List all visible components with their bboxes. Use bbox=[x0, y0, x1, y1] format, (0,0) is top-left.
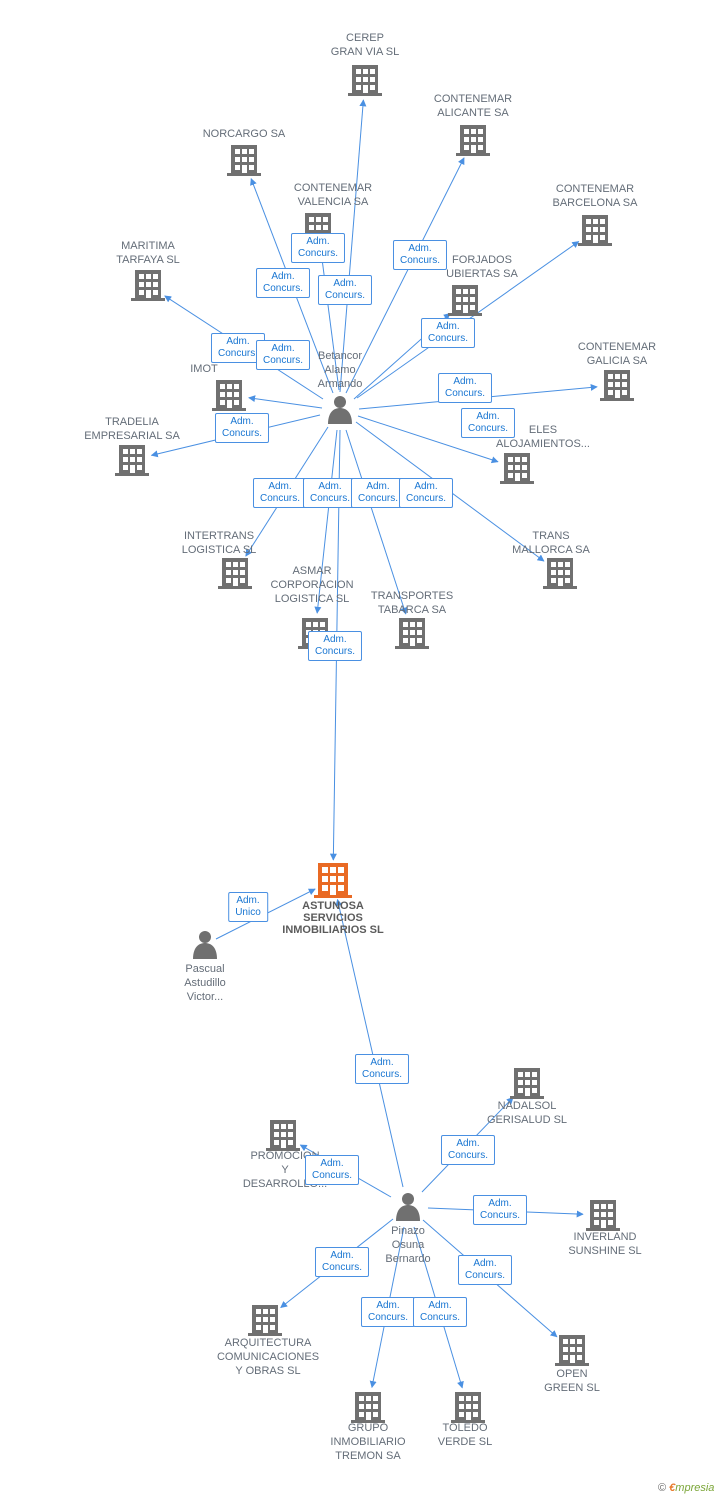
edge-badge: Adm. Concurs. bbox=[458, 1255, 512, 1285]
company-label: CONTENEMAR BARCELONA SA bbox=[553, 183, 638, 211]
company-icon[interactable] bbox=[131, 270, 165, 301]
company-icon[interactable] bbox=[248, 1305, 282, 1336]
company-label: GRUPO INMOBILIARIO TREMON SA bbox=[330, 1422, 405, 1463]
center-company-label: ASTUNOSA SERVICIOS INMOBILIARIOS SL bbox=[282, 900, 383, 936]
edge-badge: Adm. Concurs. bbox=[393, 240, 447, 270]
person-icon[interactable] bbox=[193, 931, 217, 959]
company-label: CONTENEMAR ALICANTE SA bbox=[434, 93, 512, 121]
company-label: TOLEDO VERDE SL bbox=[438, 1422, 492, 1450]
edge-badge: Adm. Concurs. bbox=[253, 478, 307, 508]
company-label: TRANS MALLORCA SA bbox=[512, 530, 590, 558]
edge-badge: Adm. Concurs. bbox=[355, 1054, 409, 1084]
company-icon[interactable] bbox=[448, 285, 482, 316]
edge-badge: Adm. Concurs. bbox=[256, 340, 310, 370]
edge-badge: Adm. Concurs. bbox=[361, 1297, 415, 1327]
edge-badge: Adm. Concurs. bbox=[256, 268, 310, 298]
person-label: Pinazo Osuna Bernardo bbox=[385, 1225, 430, 1266]
brand-rest: mpresia bbox=[675, 1482, 714, 1494]
company-icon[interactable] bbox=[218, 558, 252, 589]
company-label: NORCARGO SA bbox=[203, 128, 286, 142]
company-icon[interactable] bbox=[266, 1120, 300, 1151]
edge-badge: Adm. Unico bbox=[228, 892, 268, 922]
company-icon[interactable] bbox=[348, 65, 382, 96]
edge-badge: Adm. Concurs. bbox=[441, 1135, 495, 1165]
company-icon[interactable] bbox=[395, 618, 429, 649]
edge-badge: Adm. Concurs. bbox=[318, 275, 372, 305]
edge-badge: Adm. Concurs. bbox=[315, 1247, 369, 1277]
edge bbox=[346, 430, 406, 614]
edge-badge: Adm. Concurs. bbox=[215, 413, 269, 443]
edge-badge: Adm. Concurs. bbox=[303, 478, 357, 508]
company-icon[interactable] bbox=[578, 215, 612, 246]
company-icon[interactable] bbox=[451, 1392, 485, 1423]
company-label: INTERTRANS LOGISTICA SL bbox=[182, 530, 257, 558]
company-label: OPEN GREEN SL bbox=[544, 1368, 600, 1396]
edge bbox=[337, 899, 403, 1187]
company-icon[interactable] bbox=[351, 1392, 385, 1423]
company-icon[interactable] bbox=[212, 380, 246, 411]
company-icon[interactable] bbox=[115, 445, 149, 476]
edge-badge: Adm. Concurs. bbox=[291, 233, 345, 263]
company-icon[interactable] bbox=[600, 370, 634, 401]
edge-badge: Adm. Concurs. bbox=[438, 373, 492, 403]
company-label: ARQUITECTURA COMUNICACIONES Y OBRAS SL bbox=[217, 1337, 319, 1378]
edge-badge: Adm. Concurs. bbox=[351, 478, 405, 508]
person-label: Pascual Astudillo Victor... bbox=[184, 963, 226, 1004]
edge-badge: Adm. Concurs. bbox=[399, 478, 453, 508]
edge bbox=[249, 398, 322, 408]
company-label: TRADELIA EMPRESARIAL SA bbox=[84, 416, 180, 444]
center-company-icon[interactable] bbox=[314, 863, 352, 898]
company-icon[interactable] bbox=[227, 145, 261, 176]
edge-badge: Adm. Concurs. bbox=[413, 1297, 467, 1327]
person-icon[interactable] bbox=[328, 396, 352, 424]
edge-badge: Adm. Concurs. bbox=[473, 1195, 527, 1225]
edge-badge: Adm. Concurs. bbox=[421, 318, 475, 348]
company-icon[interactable] bbox=[456, 125, 490, 156]
company-label: INVERLAND SUNSHINE SL bbox=[568, 1231, 641, 1259]
company-label: FORJADOS UBIERTAS SA bbox=[446, 254, 518, 282]
company-icon[interactable] bbox=[555, 1335, 589, 1366]
company-label: MARITIMA TARFAYA SL bbox=[116, 240, 180, 268]
company-icon[interactable] bbox=[500, 453, 534, 484]
company-label: IMOT bbox=[190, 363, 218, 377]
copyright: © €mpresia bbox=[658, 1482, 714, 1494]
company-label: NADALSOL GERISALUD SL bbox=[487, 1100, 567, 1128]
company-label: TRANSPORTES TABARCA SA bbox=[371, 590, 453, 618]
person-icon[interactable] bbox=[396, 1193, 420, 1221]
company-label: CONTENEMAR GALICIA SA bbox=[578, 341, 656, 369]
person-label: Betancor Alamo Armando bbox=[318, 350, 363, 391]
company-icon[interactable] bbox=[586, 1200, 620, 1231]
company-label: CEREP GRAN VIA SL bbox=[331, 32, 399, 60]
edge-badge: Adm. Concurs. bbox=[461, 408, 515, 438]
company-label: CONTENEMAR VALENCIA SA bbox=[294, 182, 372, 210]
company-label: ASMAR CORPORACION LOGISTICA SL bbox=[270, 565, 353, 606]
copy-symbol: © bbox=[658, 1482, 669, 1494]
company-icon[interactable] bbox=[510, 1068, 544, 1099]
edge-badge: Adm. Concurs. bbox=[308, 631, 362, 661]
edge-badge: Adm. Concurs. bbox=[305, 1155, 359, 1185]
company-icon[interactable] bbox=[543, 558, 577, 589]
